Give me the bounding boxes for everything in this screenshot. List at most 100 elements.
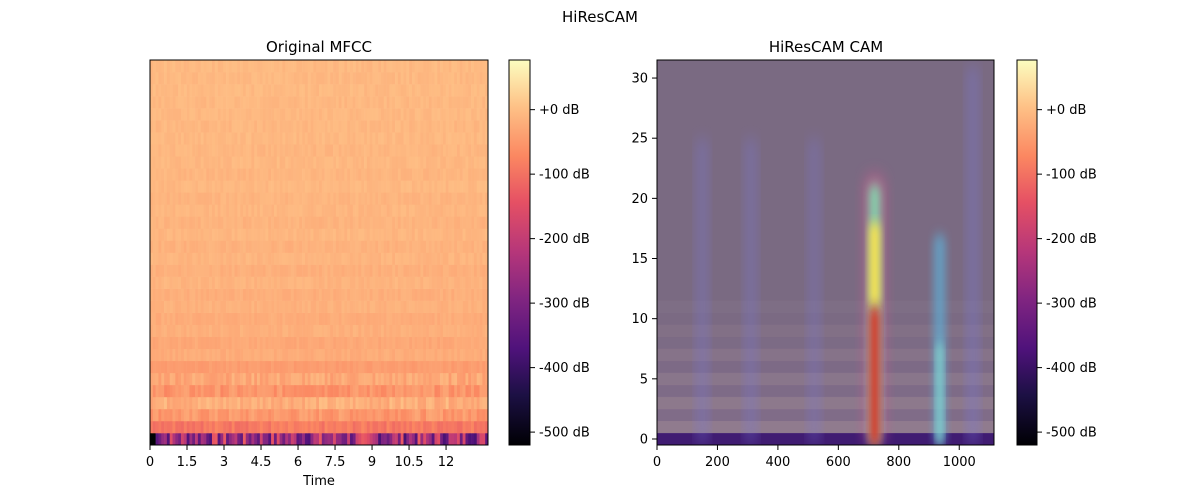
- mfcc-cell: [288, 132, 292, 145]
- mfcc-cell: [392, 120, 396, 133]
- mfcc-cell: [251, 132, 255, 145]
- mfcc-cell: [240, 96, 244, 109]
- mfcc-cell: [383, 228, 387, 241]
- mfcc-cell: [288, 276, 292, 289]
- mfcc-cell: [209, 132, 213, 145]
- mfcc-cell: [302, 276, 306, 289]
- mfcc-cell: [414, 216, 418, 229]
- mfcc-cell: [175, 408, 179, 422]
- mfcc-cell: [214, 360, 218, 374]
- mfcc-cell: [245, 180, 249, 193]
- mfcc-cell: [251, 288, 255, 301]
- mfcc-cell: [152, 228, 156, 241]
- mfcc-cell: [259, 312, 263, 325]
- mfcc-cell: [189, 312, 193, 325]
- mfcc-cell: [485, 120, 489, 133]
- mfcc-cell: [217, 336, 221, 350]
- mfcc-cell: [414, 300, 418, 313]
- mfcc-cell: [426, 120, 430, 133]
- mfcc-cell: [155, 276, 159, 289]
- mfcc-cell: [352, 168, 356, 181]
- mfcc-cell: [282, 120, 286, 133]
- mfcc-cell: [482, 192, 486, 205]
- mfcc-cell: [195, 168, 199, 181]
- mfcc-cell: [378, 216, 382, 229]
- mfcc-cell: [226, 276, 230, 289]
- mfcc-cell: [169, 300, 173, 313]
- mfcc-cell: [302, 96, 306, 109]
- mfcc-cell: [352, 120, 356, 133]
- mfcc-cell: [330, 300, 334, 313]
- mfcc-cell: [152, 204, 156, 217]
- mfcc-cell: [330, 408, 334, 422]
- mfcc-cell: [386, 192, 390, 205]
- mfcc-cell: [203, 60, 207, 73]
- mfcc-cell: [257, 84, 261, 97]
- mfcc-cell: [369, 336, 373, 350]
- mfcc-cell: [296, 84, 300, 97]
- mfcc-cell: [316, 360, 320, 374]
- mfcc-cell: [333, 132, 337, 145]
- mfcc-cell: [442, 336, 447, 350]
- mfcc-cell: [161, 144, 165, 157]
- mfcc-cell: [316, 288, 320, 301]
- mfcc-cell: [468, 420, 472, 434]
- mfcc-cell: [299, 120, 303, 133]
- mfcc-cell: [164, 264, 168, 277]
- mfcc-cell: [206, 168, 210, 181]
- mfcc-cell: [302, 180, 306, 193]
- mfcc-cell: [372, 348, 376, 362]
- mfcc-cell: [245, 228, 249, 241]
- mfcc-cell: [180, 216, 185, 229]
- mfcc-cell: [211, 348, 216, 362]
- mfcc-cell: [271, 84, 275, 97]
- mfcc-cell: [454, 132, 458, 145]
- mfcc-cell: [240, 420, 244, 434]
- mfcc-cell: [254, 360, 258, 374]
- mfcc-cell: [344, 228, 348, 241]
- mfcc-cell: [400, 384, 404, 398]
- mfcc-cell: [321, 324, 325, 338]
- mfcc-cell: [206, 384, 210, 398]
- mfcc-cell: [471, 324, 475, 338]
- mfcc-cell: [397, 96, 401, 109]
- mfcc-cell: [234, 384, 238, 398]
- mfcc-title: Original MFCC: [266, 38, 372, 56]
- mfcc-cell: [279, 432, 283, 446]
- mfcc-cell: [319, 96, 323, 109]
- mfcc-cell: [378, 360, 382, 374]
- mfcc-cell: [366, 288, 370, 301]
- mfcc-cell: [206, 420, 210, 434]
- mfcc-cell: [262, 120, 266, 133]
- mfcc-cell: [392, 264, 396, 277]
- mfcc-cell: [304, 96, 309, 109]
- mfcc-cell: [183, 312, 187, 325]
- mfcc-cell: [262, 348, 266, 362]
- mfcc-cell: [169, 228, 173, 241]
- mfcc-cell: [152, 360, 156, 374]
- mfcc-cell: [150, 372, 154, 386]
- mfcc-cell: [451, 336, 455, 350]
- mfcc-cell: [288, 348, 292, 362]
- mfcc-cell: [237, 156, 241, 169]
- mfcc-cell: [307, 336, 311, 350]
- mfcc-cell: [310, 372, 314, 386]
- mfcc-cell: [395, 408, 399, 422]
- mfcc-cell: [473, 180, 478, 193]
- mfcc-cell: [327, 372, 331, 386]
- mfcc-cell: [211, 168, 216, 181]
- mfcc-cell: [158, 96, 162, 109]
- mfcc-cell: [437, 420, 441, 434]
- mfcc-cell: [324, 300, 328, 313]
- mfcc-cell: [192, 72, 196, 85]
- mfcc-cell: [420, 324, 424, 338]
- mfcc-cell: [333, 108, 337, 121]
- mfcc-cell: [423, 216, 427, 229]
- mfcc-cell: [389, 324, 393, 338]
- mfcc-cell: [459, 168, 463, 181]
- mfcc-cell: [152, 384, 156, 398]
- mfcc-cell: [338, 252, 342, 265]
- mfcc-cell: [451, 84, 455, 97]
- mfcc-cell: [479, 72, 483, 85]
- mfcc-cell: [178, 96, 182, 109]
